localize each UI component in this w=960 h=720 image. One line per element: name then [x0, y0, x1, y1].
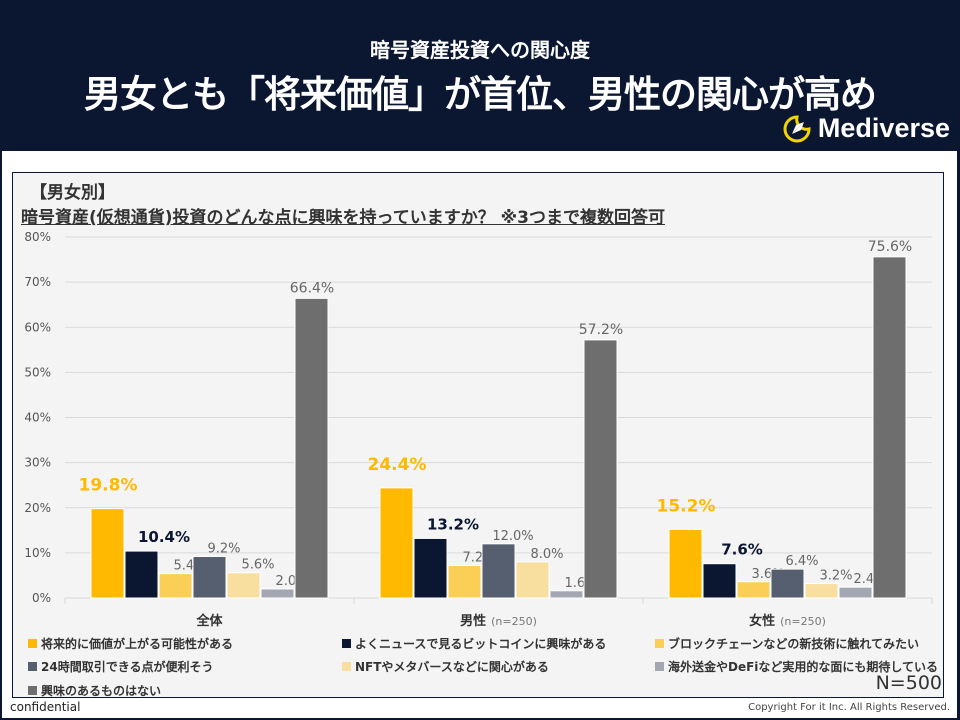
bar — [770, 568, 805, 599]
bar — [668, 528, 703, 599]
legend-swatch — [342, 662, 351, 671]
bar — [192, 555, 227, 599]
bar — [702, 563, 737, 599]
bar — [481, 543, 516, 599]
brand-logo: Mediverse — [782, 113, 950, 144]
header-subtitle: 暗号資産投資への関心度 — [370, 38, 590, 62]
bar — [549, 590, 584, 599]
bar — [515, 561, 550, 599]
legend-label: 24時間取引できる点が便利そう — [41, 660, 214, 674]
y-tick-label: 70% — [24, 275, 51, 289]
y-tick-label: 80% — [24, 230, 51, 244]
legend-item: よくニュースで見るビットコインに興味がある — [342, 635, 606, 652]
legend-swatch — [655, 662, 664, 671]
survey-question: 暗号資産(仮想通貨)投資のどんな点に興味を持っていますか？ ※3つまで複数回答可 — [21, 208, 665, 228]
legend-item: 海外送金やDeFiなど実用的な面にも期待している — [655, 658, 938, 675]
data-label: 66.4% — [290, 280, 334, 296]
data-label: 24.4% — [368, 455, 427, 475]
bar — [447, 565, 482, 599]
header-title: 男女とも「将来価値」が首位、男性の関心が高め — [84, 73, 877, 116]
bar — [379, 487, 414, 599]
y-tick-label: 30% — [24, 456, 51, 470]
data-label: 7.6% — [721, 541, 763, 559]
panel-tag: 【男女別】 — [30, 183, 115, 203]
legend-label: よくニュースで見るビットコインに興味がある — [355, 637, 607, 651]
bar — [413, 537, 448, 599]
data-label: 12.0% — [492, 529, 533, 544]
category-label: 全体 — [195, 613, 223, 629]
data-label: 8.0% — [530, 547, 563, 562]
bar — [838, 586, 873, 599]
legend-item: 興味のあるものはない — [28, 682, 161, 699]
bar — [124, 550, 159, 599]
brand-name: Mediverse — [817, 113, 950, 143]
legend-item: 将来的に価値が上がる可能性がある — [28, 635, 233, 652]
y-tick-label: 20% — [24, 501, 51, 515]
chart-panel — [12, 172, 944, 698]
copyright: Copyright For it Inc. All Rights Reserve… — [748, 702, 950, 713]
y-tick-label: 0% — [32, 591, 51, 605]
bar — [260, 588, 295, 599]
confidential-label: confidential — [10, 700, 81, 714]
sample-size: N=500 — [875, 672, 942, 694]
data-label: 3.2% — [819, 569, 852, 584]
legend-label: ブロックチェーンなどの新技術に触れてみたい — [668, 637, 920, 651]
data-label: 13.2% — [427, 515, 479, 533]
legend-label: 海外送金やDeFiなど実用的な面にも期待している — [668, 660, 939, 674]
data-label: 15.2% — [657, 496, 716, 516]
data-label: 57.2% — [579, 322, 623, 338]
category-name: 全体 — [195, 613, 223, 629]
category-name: 女性 — [749, 613, 775, 629]
bar — [90, 508, 125, 599]
bar — [583, 339, 618, 599]
legend-label: 興味のあるものはない — [41, 684, 162, 698]
legend-swatch — [28, 686, 37, 695]
data-label: 5.6% — [241, 558, 274, 573]
rocket-moon-icon — [783, 114, 811, 142]
legend-label: NFTやメタバースなどに関心がある — [355, 660, 549, 674]
category-label: 男性 (n=250) — [460, 613, 537, 629]
legend-swatch — [28, 662, 37, 671]
bar — [158, 573, 193, 599]
y-tick-label: 50% — [24, 365, 51, 379]
data-label: 19.8% — [79, 476, 138, 496]
bar — [872, 256, 907, 599]
data-label: 9.2% — [207, 541, 240, 556]
category-label: 女性 (n=250) — [749, 613, 826, 629]
data-label: 6.4% — [785, 554, 818, 569]
data-label: 10.4% — [138, 528, 190, 546]
legend-item: ブロックチェーンなどの新技術に触れてみたい — [655, 635, 919, 652]
bar — [736, 581, 771, 599]
legend-label: 将来的に価値が上がる可能性がある — [41, 637, 234, 651]
legend-swatch — [28, 639, 37, 648]
category-name: 男性 — [460, 613, 486, 629]
bar — [226, 572, 261, 599]
y-tick-label: 10% — [24, 546, 51, 560]
legend-swatch — [655, 639, 664, 648]
bar — [804, 583, 839, 599]
category-note: (n=250) — [780, 615, 826, 628]
legend-item: NFTやメタバースなどに関心がある — [342, 658, 549, 675]
y-tick-label: 40% — [24, 411, 51, 425]
legend-swatch — [342, 639, 351, 648]
bar — [294, 297, 329, 599]
legend-item: 24時間取引できる点が便利そう — [28, 658, 213, 675]
category-note: (n=250) — [491, 615, 537, 628]
y-tick-label: 60% — [24, 320, 51, 334]
data-label: 75.6% — [868, 239, 912, 255]
